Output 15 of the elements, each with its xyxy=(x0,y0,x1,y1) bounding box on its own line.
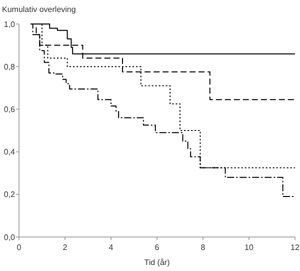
x-tick-label: 4 xyxy=(108,243,114,252)
x-tick-label: 2 xyxy=(62,243,68,252)
y-tick-label: 0,0 xyxy=(4,232,16,242)
x-axis-title: Tid (år) xyxy=(144,258,170,267)
x-tick-label: 12 xyxy=(290,243,300,252)
y-tick-label: 0,8 xyxy=(4,62,16,72)
x-tick-label: 6 xyxy=(154,243,160,252)
y-axis-title: Kumulativ overleving xyxy=(2,5,76,14)
y-tick-label: 0,2 xyxy=(4,190,16,200)
x-tick-label: 0 xyxy=(16,243,22,252)
x-tick-label: 8 xyxy=(200,243,206,252)
y-tick-label: 1,0 xyxy=(4,20,16,29)
y-tick-label: 0,6 xyxy=(4,105,16,114)
y-tick-label: 0,4 xyxy=(4,148,16,157)
x-tick-label: 10 xyxy=(244,243,254,252)
